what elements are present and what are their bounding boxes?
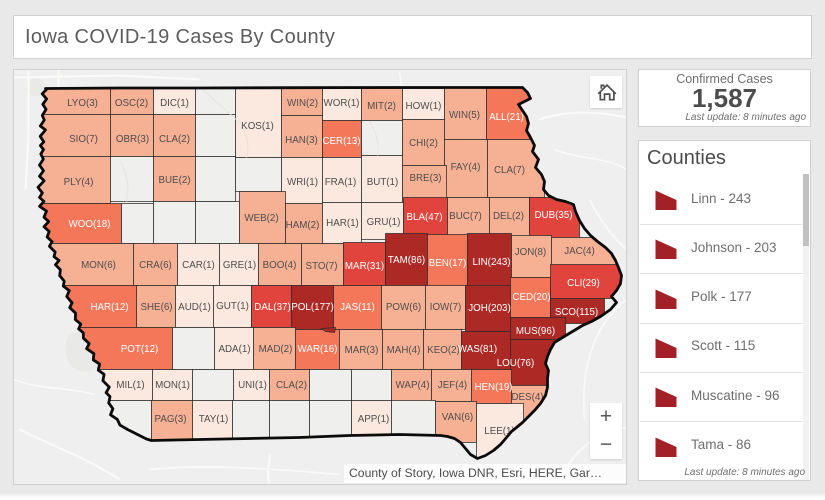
svg-text:MAR(3): MAR(3): [345, 345, 379, 356]
svg-text:IOW(7): IOW(7): [430, 302, 462, 313]
svg-text:MAD(2): MAD(2): [259, 344, 293, 355]
svg-text:AUD(1): AUD(1): [178, 302, 211, 313]
svg-text:ADA(1): ADA(1): [218, 344, 250, 355]
svg-text:UNI(1): UNI(1): [238, 380, 267, 391]
svg-text:MUS(96): MUS(96): [516, 326, 555, 337]
svg-text:POL(177): POL(177): [291, 302, 333, 313]
svg-text:APP(1): APP(1): [358, 414, 390, 425]
svg-text:JEF(4): JEF(4): [438, 380, 467, 391]
svg-text:CAR(1): CAR(1): [182, 260, 215, 271]
svg-text:BRE(3): BRE(3): [409, 173, 441, 184]
svg-text:DUB(35): DUB(35): [534, 210, 572, 221]
svg-text:VAN(6): VAN(6): [442, 412, 473, 423]
svg-text:WOO(18): WOO(18): [69, 219, 111, 230]
svg-text:WOR(1): WOR(1): [324, 98, 360, 109]
svg-text:STO(7): STO(7): [306, 261, 338, 272]
svg-text:WAP(4): WAP(4): [396, 380, 430, 391]
svg-text:FAY(4): FAY(4): [451, 162, 481, 173]
svg-text:CER(13): CER(13): [322, 136, 360, 147]
svg-text:MAH(4): MAH(4): [387, 345, 421, 356]
svg-text:WAR(16): WAR(16): [298, 344, 338, 355]
svg-text:HAR(1): HAR(1): [326, 218, 359, 229]
svg-text:CHI(2): CHI(2): [409, 138, 438, 149]
svg-text:KEO(2): KEO(2): [427, 345, 460, 356]
svg-text:BEN(17): BEN(17): [429, 258, 467, 269]
svg-text:JAS(11): JAS(11): [340, 302, 375, 313]
svg-text:SHE(6): SHE(6): [140, 302, 172, 313]
svg-text:JOH(203): JOH(203): [468, 303, 510, 314]
svg-text:WAS(81): WAS(81): [458, 344, 497, 355]
svg-text:DES(4): DES(4): [511, 392, 543, 403]
svg-text:DIC(1): DIC(1): [160, 98, 189, 109]
svg-text:CLA(2): CLA(2): [159, 134, 190, 145]
svg-text:CRA(6): CRA(6): [139, 260, 172, 271]
svg-text:LIN(243): LIN(243): [472, 257, 510, 268]
svg-text:JAC(4): JAC(4): [564, 246, 594, 257]
svg-text:CED(20): CED(20): [512, 292, 550, 303]
svg-text:JON(8): JON(8): [515, 247, 547, 258]
svg-text:GRU(1): GRU(1): [367, 217, 401, 228]
svg-text:FRA(1): FRA(1): [325, 177, 357, 188]
svg-text:SCO(115): SCO(115): [555, 307, 598, 318]
svg-text:BUT(1): BUT(1): [367, 177, 399, 188]
svg-text:HAM(2): HAM(2): [286, 220, 320, 231]
svg-text:BOO(4): BOO(4): [263, 260, 297, 271]
svg-text:HEN(19): HEN(19): [474, 382, 512, 393]
svg-text:DEL(2): DEL(2): [493, 211, 524, 222]
svg-text:GRE(1): GRE(1): [223, 260, 256, 271]
svg-text:MIL(1): MIL(1): [116, 380, 144, 391]
svg-text:CLA(2): CLA(2): [276, 380, 307, 391]
svg-text:POT(12): POT(12): [121, 344, 159, 355]
svg-text:TAM(86): TAM(86): [388, 255, 425, 266]
svg-text:PLY(4): PLY(4): [64, 177, 94, 188]
svg-text:BUE(2): BUE(2): [158, 175, 190, 186]
svg-text:HAR(12): HAR(12): [90, 302, 128, 313]
svg-text:ALL(21): ALL(21): [489, 112, 524, 123]
svg-text:LOU(76): LOU(76): [497, 358, 535, 369]
svg-text:WIN(5): WIN(5): [449, 110, 480, 121]
svg-text:BUC(7): BUC(7): [449, 211, 482, 222]
svg-text:MON(1): MON(1): [155, 380, 190, 391]
svg-text:LEE(1): LEE(1): [484, 426, 515, 437]
svg-text:WEB(2): WEB(2): [244, 213, 278, 224]
svg-text:MON(6): MON(6): [81, 260, 116, 271]
svg-text:CLA(7): CLA(7): [494, 165, 525, 176]
svg-text:GUT(1): GUT(1): [216, 301, 249, 312]
svg-text:POW(6): POW(6): [386, 302, 421, 313]
svg-text:MIT(2): MIT(2): [367, 101, 396, 112]
svg-text:DAL(37): DAL(37): [254, 302, 290, 313]
svg-text:HOW(1): HOW(1): [406, 101, 442, 112]
svg-text:WRI(1): WRI(1): [287, 177, 318, 188]
svg-text:KOS(1): KOS(1): [241, 121, 274, 132]
svg-text:MAR(31): MAR(31): [345, 261, 384, 272]
svg-text:WIN(2): WIN(2): [287, 98, 318, 109]
svg-text:SIO(7): SIO(7): [69, 134, 98, 145]
svg-text:PAG(3): PAG(3): [155, 414, 187, 425]
svg-text:CLI(29): CLI(29): [567, 278, 600, 289]
svg-text:LYO(3): LYO(3): [67, 98, 98, 109]
svg-text:HAN(3): HAN(3): [285, 135, 318, 146]
svg-text:BLA(47): BLA(47): [407, 212, 443, 223]
svg-text:TAY(1): TAY(1): [199, 414, 229, 425]
svg-text:OBR(3): OBR(3): [116, 134, 149, 145]
svg-text:OSC(2): OSC(2): [115, 98, 148, 109]
